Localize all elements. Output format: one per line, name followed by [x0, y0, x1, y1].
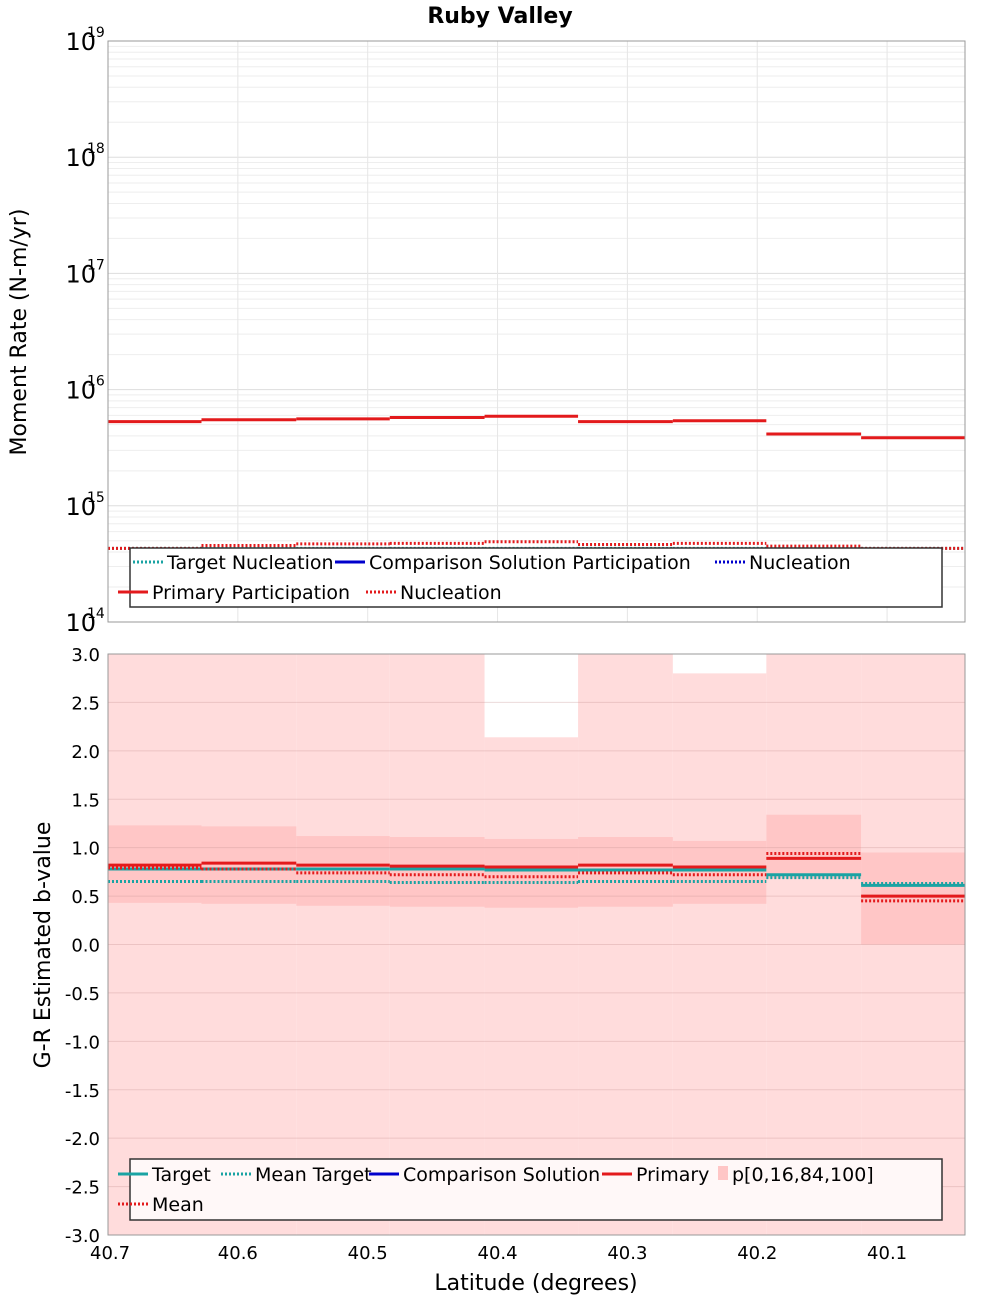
legend-mean-target-label: Mean Target	[255, 1164, 372, 1186]
bottom-ytick-label: 2.5	[71, 693, 100, 714]
legend-band-label: p[0,16,84,100]	[732, 1164, 874, 1186]
bottom-ytick-label: -3.0	[65, 1226, 100, 1247]
band-p16-p84	[201, 826, 297, 904]
bottom-xtick-label: 40.7	[90, 1243, 130, 1264]
bottom-xtick-label: 40.1	[867, 1243, 907, 1264]
band-p16-p84	[389, 837, 485, 907]
band-p0-p100	[484, 737, 579, 1235]
top-ytick-exponent: 19	[87, 25, 105, 41]
top-ytick-label: 10	[65, 377, 96, 405]
band-p0-p100	[389, 654, 485, 1235]
band-p16-p84	[672, 840, 767, 904]
legend-primary-label: Primary	[636, 1164, 709, 1186]
legend-comparison-participation-label: Comparison Solution Participation	[369, 552, 691, 574]
top-ytick-exponent: 15	[87, 490, 105, 506]
legend-target-nucleation-label: Target Nucleation	[166, 552, 334, 574]
band-p0-p100	[296, 654, 390, 1235]
top-ytick-label: 10	[65, 144, 96, 172]
top-ytick-exponent: 14	[87, 606, 105, 622]
top-ytick-exponent: 17	[87, 257, 105, 273]
bottom-ytick-label: -2.5	[65, 1178, 100, 1199]
chart-title: Ruby Valley	[427, 4, 572, 29]
legend-primary-nucleation-label: Nucleation	[400, 582, 502, 604]
legend-mean-label: Mean	[152, 1194, 204, 1216]
band-p0-p100	[201, 654, 297, 1235]
band-p16-p84	[861, 852, 965, 945]
top-ytick-label: 10	[65, 493, 96, 521]
bottom-ytick-label: -2.0	[65, 1129, 100, 1150]
top-ytick-exponent: 16	[87, 374, 105, 390]
top-ytick-exponent: 18	[87, 141, 105, 157]
top-plot-frame	[107, 40, 966, 623]
bottom-xtick-label: 40.5	[348, 1243, 388, 1264]
legend-target-label: Target	[151, 1164, 211, 1186]
band-p0-p100	[108, 654, 202, 1235]
band-p16-p84	[766, 814, 862, 879]
bottom-ytick-label: 0.0	[71, 936, 100, 957]
band-p0-p100	[578, 654, 673, 1235]
legend-comparison-solution-label: Comparison Solution	[403, 1164, 600, 1186]
band-p0-p100	[672, 673, 767, 1235]
bottom-ytick-label: 3.0	[71, 645, 100, 666]
band-p16-p84	[484, 838, 579, 908]
top-y-axis-label: Moment Rate (N-m/yr)	[7, 209, 32, 456]
bottom-ytick-label: 2.0	[71, 742, 100, 763]
top-plot-area	[108, 41, 965, 622]
band-p16-p84	[296, 836, 390, 906]
band-p0-p100	[766, 654, 862, 1235]
bottom-ytick-label: 1.5	[71, 790, 100, 811]
legend-primary-participation-label: Primary Participation	[152, 582, 350, 604]
bottom-y-axis-label: G-R Estimated b-value	[31, 822, 56, 1069]
bottom-xtick-label: 40.4	[478, 1243, 518, 1264]
bottom-ytick-label: -1.5	[65, 1081, 100, 1102]
legend-comparison-nucleation-label: Nucleation	[749, 552, 851, 574]
top-legend-box	[129, 547, 943, 608]
bottom-ytick-label: 1.0	[71, 839, 100, 860]
bottom-plot-frame	[107, 653, 966, 1236]
top-ytick-label: 10	[65, 609, 96, 637]
x-axis-label: Latitude (degrees)	[434, 1271, 637, 1296]
bottom-legend-box	[129, 1158, 943, 1221]
top-ytick-label: 10	[65, 260, 96, 288]
legend-band-swatch	[718, 1166, 728, 1180]
bottom-xtick-label: 40.2	[737, 1243, 777, 1264]
bottom-ytick-label: 0.5	[71, 887, 100, 908]
top-ytick-label: 10	[65, 28, 96, 56]
bottom-xtick-label: 40.3	[607, 1243, 647, 1264]
bottom-ytick-label: -0.5	[65, 984, 100, 1005]
bottom-ytick-label: -1.0	[65, 1032, 100, 1053]
band-p16-p84	[578, 837, 673, 907]
bottom-xtick-label: 40.6	[218, 1243, 258, 1264]
